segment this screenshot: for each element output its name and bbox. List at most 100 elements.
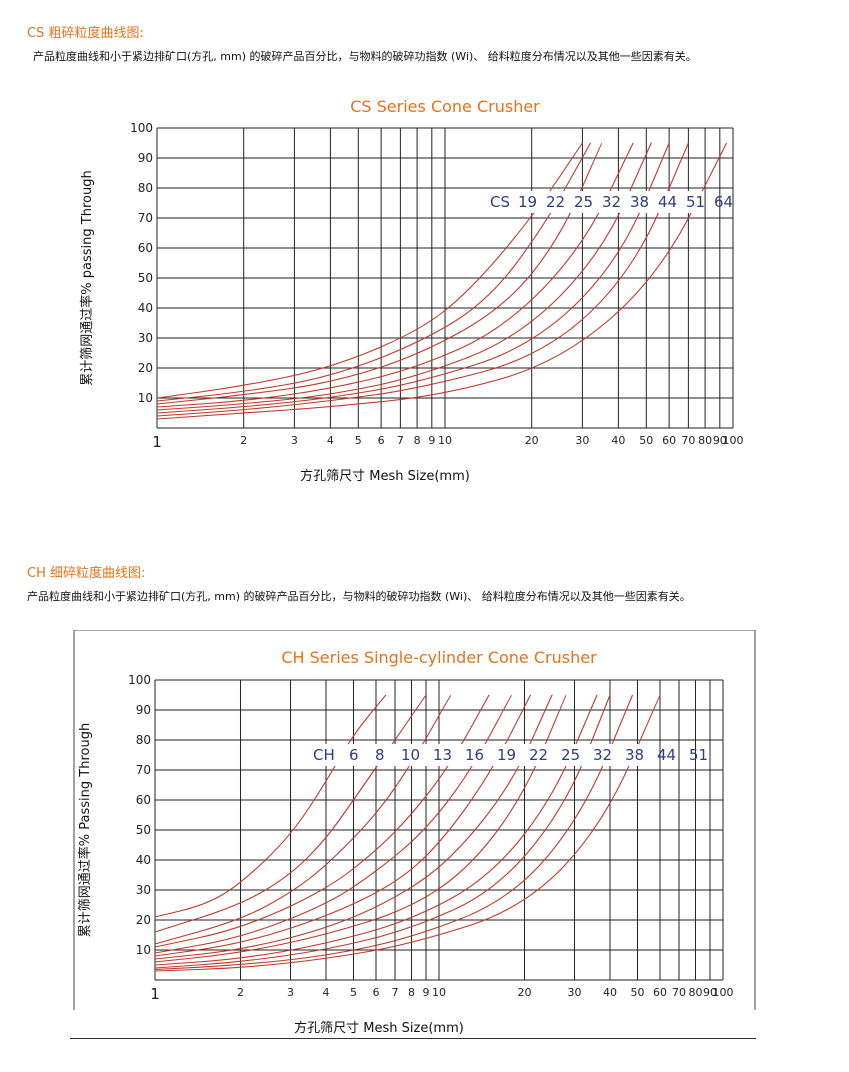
y-tick-label: 80 (138, 181, 153, 195)
chart-title: CS Series Cone Crusher (350, 97, 540, 116)
y-tick-label: 60 (138, 241, 153, 255)
x-tick-label: 80 (698, 434, 712, 447)
x-tick-label: 90 (713, 434, 727, 447)
y-tick-label: 20 (138, 361, 153, 375)
x-tick-label: 40 (603, 986, 617, 999)
x-tick-label: 100 (723, 434, 744, 447)
series-label-25: 25 (574, 193, 593, 211)
series-label-22: 22 (546, 193, 565, 211)
x-tick-label: 50 (631, 986, 645, 999)
ch-chart: CH Series Single-cylinder Cone Crusher 1 2… (73, 630, 756, 1036)
x-tick-label: 2 (240, 434, 247, 447)
x-tick-label: 5 (350, 986, 357, 999)
y-tick-label: 90 (138, 151, 153, 165)
x-tick-label: 10 (432, 986, 446, 999)
series-label-38: 38 (625, 746, 644, 764)
x-tick-label: 3 (287, 986, 294, 999)
series-curve-16 (154, 694, 513, 954)
y-tick-label: 80 (136, 733, 151, 747)
series-label-25: 25 (561, 746, 580, 764)
y-tick-label: 50 (136, 823, 151, 837)
y-tick-label: 30 (136, 883, 151, 897)
x-tick-label: 1 (152, 433, 162, 451)
x-tick-label: 5 (355, 434, 362, 447)
x-tick-label: 70 (672, 986, 686, 999)
series-label-19: 19 (518, 193, 537, 211)
y-tick-label: 20 (136, 913, 151, 927)
x-axis-title: 方孔筛尺寸 Mesh Size(mm) (294, 1020, 464, 1036)
series-curve-32 (156, 142, 634, 408)
y-tick-label: 40 (136, 853, 151, 867)
x-tick-label: 60 (653, 986, 667, 999)
x-tick-label: 80 (688, 986, 702, 999)
y-tick-label: 10 (136, 943, 151, 957)
ch-section-description: 产品粒度曲线和小于紧边排矿口(方孔, mm) 的破碎产品百分比，与物料的破碎功指… (27, 590, 691, 603)
series-curve-44 (154, 694, 634, 971)
x-tick-label: 40 (611, 434, 625, 447)
cs-section-description: 产品粒度曲线和小于紧边排矿口(方孔, mm) 的破碎产品百分比，与物料的破碎功指… (33, 50, 697, 63)
series-curve-38 (154, 694, 611, 969)
series-label-32: 32 (593, 746, 612, 764)
series-curve-13 (154, 694, 490, 948)
x-tick-label: 50 (639, 434, 653, 447)
x-tick-label: 7 (392, 986, 399, 999)
y-tick-label: 40 (138, 301, 153, 315)
y-axis-title: 累计筛网通过率% passing Through (79, 170, 95, 385)
y-axis-title: 累计筛网通过率% Passing Through (77, 723, 93, 937)
series-label-10: 10 (401, 746, 420, 764)
y-tick-label: 90 (136, 703, 151, 717)
series-label-22: 22 (529, 746, 548, 764)
series-label-6: 6 (349, 746, 359, 764)
series-label-64: 64 (714, 193, 733, 211)
x-tick-label: 7 (397, 434, 404, 447)
series-curve-44 (156, 142, 670, 414)
series-curve-51 (154, 694, 661, 972)
x-tick-label: 60 (662, 434, 676, 447)
y-tick-label: 60 (136, 793, 151, 807)
y-tick-label: 70 (138, 211, 153, 225)
ch-section-title: CH 细碎粒度曲线图: (27, 566, 146, 581)
x-tick-label: 1 (150, 985, 160, 1003)
x-tick-label: 30 (575, 434, 589, 447)
series-label-32: 32 (602, 193, 621, 211)
series-curve-22 (156, 142, 592, 402)
y-tick-label: 70 (136, 763, 151, 777)
series-label-38: 38 (630, 193, 649, 211)
series-curve-64 (156, 142, 728, 420)
series-label-19: 19 (497, 746, 516, 764)
x-tick-label: 9 (428, 434, 435, 447)
series-curve-10 (154, 694, 452, 945)
x-axis-title: 方孔筛尺寸 Mesh Size(mm) (300, 468, 470, 484)
series-label-8: 8 (375, 746, 385, 764)
x-tick-label: 70 (681, 434, 695, 447)
series-curve-6 (154, 694, 387, 918)
series-label-backdrop (482, 191, 704, 213)
y-tick-label: 100 (128, 673, 151, 687)
x-tick-label: 8 (414, 434, 421, 447)
series-label-13: 13 (433, 746, 452, 764)
chart-title: CH Series Single-cylinder Cone Crusher (281, 648, 597, 667)
series-prefix-label: CH (313, 746, 335, 764)
x-tick-label: 9 (423, 986, 430, 999)
series-curve-51 (156, 142, 689, 417)
y-tick-label: 30 (138, 331, 153, 345)
y-tick-label: 100 (130, 121, 153, 135)
series-curve-8 (154, 694, 427, 933)
x-tick-label: 30 (568, 986, 582, 999)
y-tick-label: 10 (138, 391, 153, 405)
series-curve-19 (154, 694, 532, 957)
x-tick-label: 20 (525, 434, 539, 447)
series-label-backdrop (305, 744, 653, 766)
series-curve-38 (156, 142, 652, 411)
x-tick-label: 10 (438, 434, 452, 447)
x-tick-label: 2 (237, 986, 244, 999)
series-curve-25 (156, 142, 603, 405)
series-label-16: 16 (465, 746, 484, 764)
x-tick-label: 6 (378, 434, 385, 447)
x-tick-label: 90 (703, 986, 717, 999)
x-tick-label: 20 (517, 986, 531, 999)
x-tick-label: 4 (322, 986, 329, 999)
series-label-51: 51 (689, 746, 708, 764)
series-prefix-label: CS (490, 193, 510, 211)
